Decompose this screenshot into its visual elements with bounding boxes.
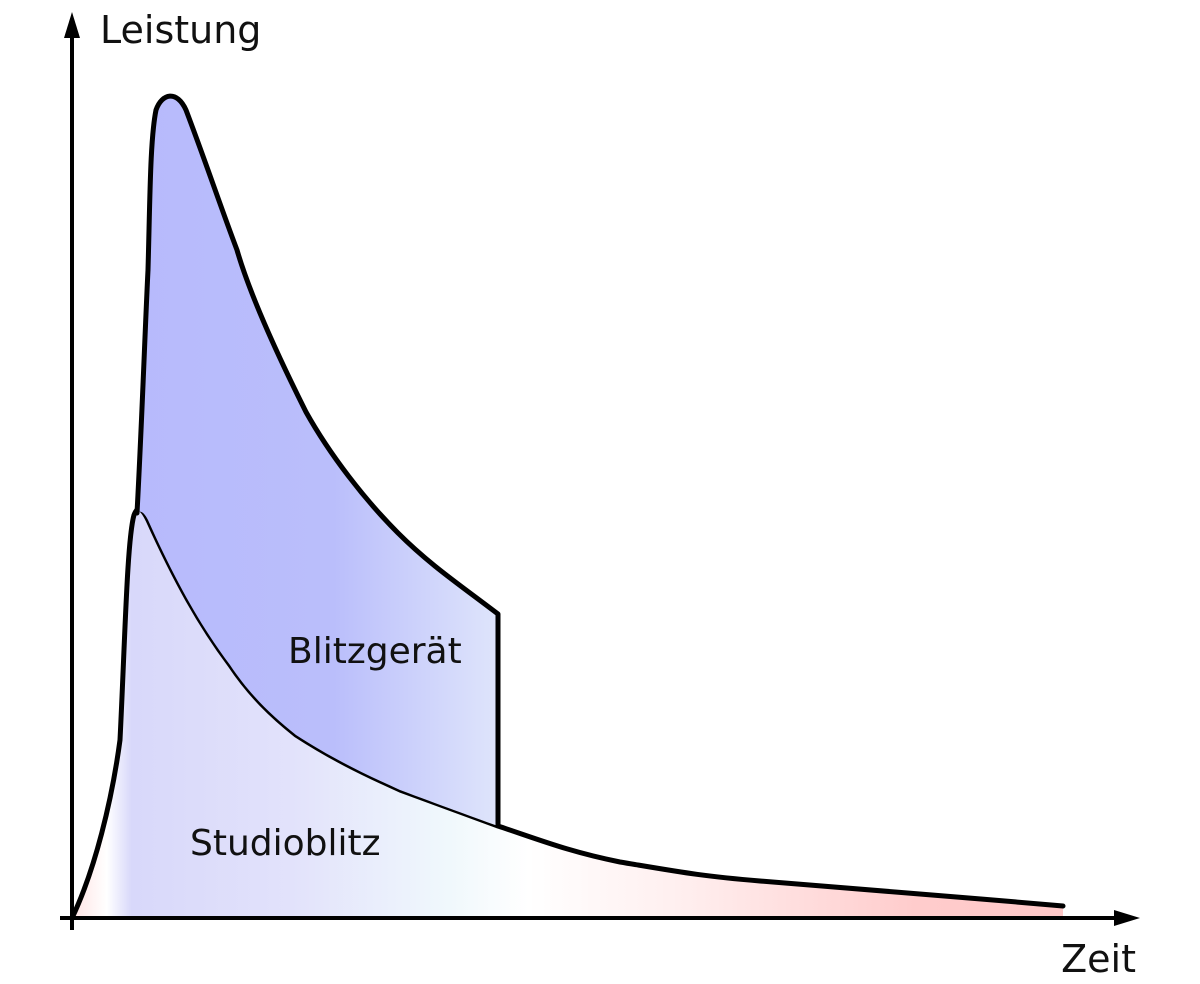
blitzgeraet-label: Blitzgerät (288, 631, 462, 672)
x-axis-arrow-icon (1114, 910, 1140, 926)
y-axis-label: Leistung (100, 8, 261, 52)
x-axis-label: Zeit (1061, 937, 1136, 981)
blitzgeraet-curve (137, 96, 498, 826)
blitzgeraet-outline (134, 93, 501, 829)
y-axis-arrow-icon (64, 12, 80, 38)
studioblitz-curve (72, 508, 1063, 918)
studioblitz-label: Studioblitz (190, 823, 381, 864)
